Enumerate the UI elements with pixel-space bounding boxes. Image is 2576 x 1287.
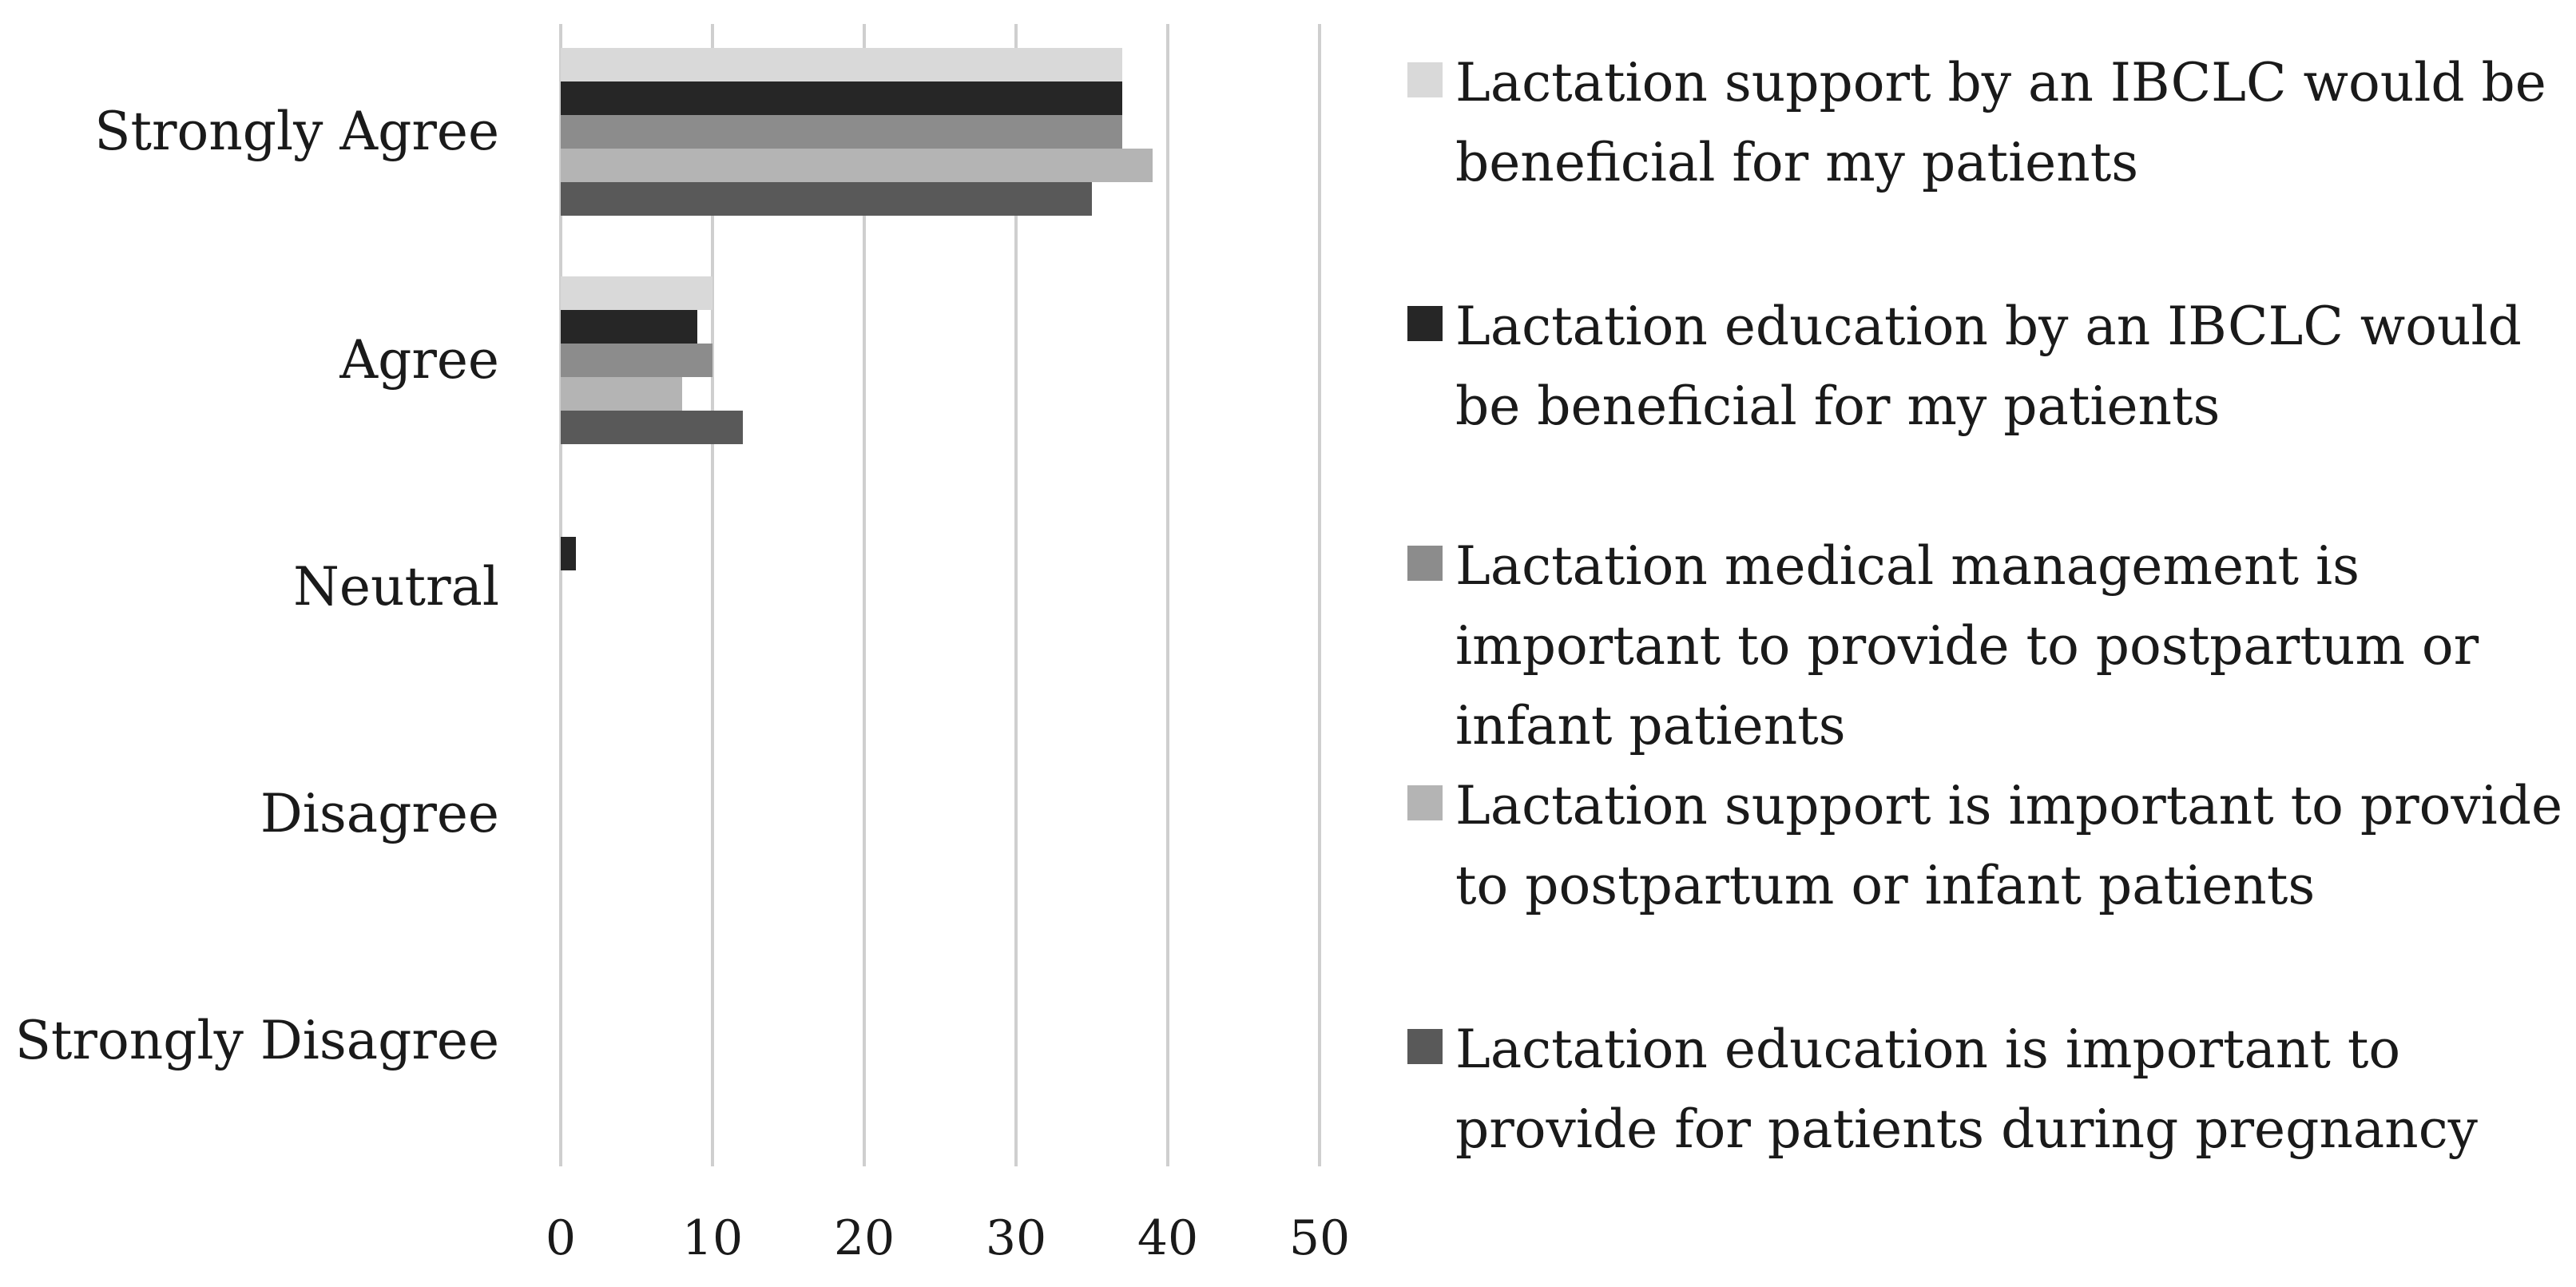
bar [561, 115, 1122, 149]
bar [561, 411, 743, 444]
legend-label: be beneficial for my patients [1455, 375, 2220, 437]
x-tick-label: 10 [682, 1210, 743, 1266]
legend-label: important to provide to postpartum or [1455, 615, 2479, 677]
category-label: Neutral [293, 556, 499, 618]
category-label: Strongly Agree [94, 101, 499, 162]
legend-swatch [1407, 785, 1443, 820]
legend-label: Lactation support is important to provid… [1455, 775, 2562, 836]
legend-swatch [1407, 62, 1443, 97]
x-tick-labels: 0 10 20 30 40 50 [546, 1210, 1350, 1266]
bar [561, 182, 1092, 216]
bar [561, 276, 712, 310]
bar [561, 310, 697, 344]
bar [561, 48, 1122, 81]
legend-swatch [1407, 306, 1443, 341]
legend-label: provide for patients during pregnancy [1455, 1098, 2479, 1160]
bars [561, 48, 1153, 570]
legend-item: Lactation education by an IBCLC would be … [1407, 296, 2522, 437]
bar [561, 377, 682, 411]
legend-label: Lactation medical management is [1455, 535, 2360, 597]
x-tick-label: 20 [834, 1210, 895, 1266]
legend-item: Lactation support is important to provid… [1407, 775, 2562, 916]
legend-item: Lactation education is important to provi… [1407, 1019, 2479, 1160]
category-label: Agree [339, 329, 499, 391]
legend-label: Lactation support by an IBCLC would be [1455, 52, 2546, 113]
category-label: Disagree [260, 783, 499, 844]
x-tick-label: 0 [546, 1210, 576, 1266]
legend-item: Lactation medical management is important… [1407, 535, 2479, 757]
legend-label: infant patients [1455, 695, 1846, 757]
legend-swatch [1407, 1029, 1443, 1064]
legend-label: to postpartum or infant patients [1455, 855, 2315, 916]
bar [561, 149, 1153, 182]
category-labels: Strongly Agree Agree Neutral Disagree Strong… [15, 101, 499, 1071]
legend-label: Lactation education by an IBCLC would [1455, 296, 2522, 357]
legend-label: Lactation education is important to [1455, 1019, 2400, 1080]
x-tick-label: 30 [986, 1210, 1046, 1266]
x-tick-label: 40 [1137, 1210, 1198, 1266]
bar [561, 537, 576, 570]
legend-label: beneficial for my patients [1455, 132, 2138, 193]
bar [561, 344, 712, 377]
category-label: Strongly Disagree [15, 1010, 499, 1071]
x-tick-label: 50 [1289, 1210, 1350, 1266]
bar [561, 81, 1122, 115]
legend: Lactation support by an IBCLC would be be… [1407, 52, 2562, 1160]
legend-swatch [1407, 546, 1443, 581]
legend-item: Lactation support by an IBCLC would be be… [1407, 52, 2546, 193]
